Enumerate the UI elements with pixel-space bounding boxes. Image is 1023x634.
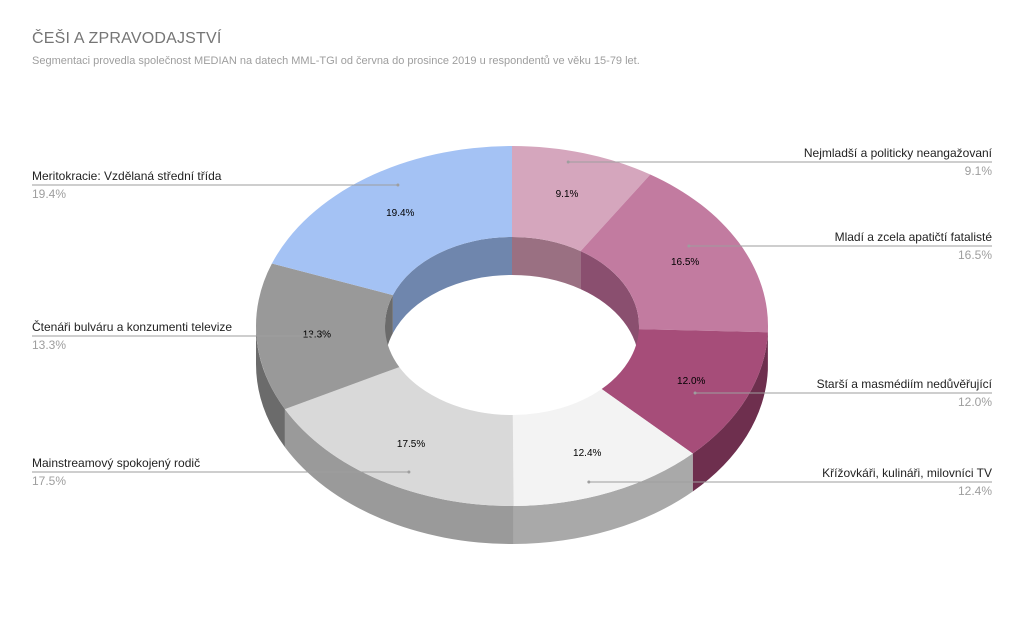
leader-dot <box>311 334 315 338</box>
slice-value-label: 13.3% <box>303 330 331 341</box>
legend-percent: 19.4% <box>32 187 66 201</box>
slice-value-label: 9.1% <box>556 189 579 200</box>
donut-slice <box>512 146 651 252</box>
legend-item: Mladí a zcela apatičtí fatalisté 16.5% <box>687 230 992 262</box>
leader-dot <box>396 183 400 187</box>
chart-subtitle: Segmentaci provedla společnost MEDIAN na… <box>32 55 640 67</box>
donut-slice <box>580 174 769 333</box>
outer-wall <box>284 409 514 545</box>
legend-item: Křížovkáři, kulináři, milovníci TV 12.4% <box>587 466 992 498</box>
legend-percent: 16.5% <box>958 248 992 262</box>
legend-label: Křížovkáři, kulináři, milovníci TV <box>822 466 992 480</box>
inner-wall-segment <box>580 251 639 364</box>
legend-label: Mainstreamový spokojený rodič <box>32 456 200 470</box>
legend-percent: 12.4% <box>958 484 992 498</box>
legend-item: Meritokracie: Vzdělaná střední třída 19.4… <box>32 169 400 201</box>
slice-value-label: 16.5% <box>671 257 699 268</box>
slice-value-label: 19.4% <box>386 208 414 219</box>
legend-percent: 17.5% <box>32 474 66 488</box>
donut-sides <box>256 237 769 545</box>
legend-label: Starší a masmédiím nedůvěřující <box>817 377 993 391</box>
leader-dot <box>587 480 591 484</box>
donut-slice <box>512 389 693 506</box>
leader-dot <box>693 391 697 395</box>
leader-dot <box>687 244 691 248</box>
legend-item: Nejmladší a politicky neangažovaní 9.1% <box>566 146 993 178</box>
inner-wall-segment <box>392 237 512 334</box>
slice-value-label: 17.5% <box>397 439 425 450</box>
chart-title: ČEŠI A ZPRAVODAJSTVÍ <box>32 30 222 47</box>
legend-item: Mainstreamový spokojený rodič 17.5% <box>32 456 411 488</box>
legend-label: Meritokracie: Vzdělaná střední třída <box>32 169 222 183</box>
outer-wall <box>513 453 693 544</box>
slice-labels: 9.1% 16.5% 12.0% 12.4% 17.5% 13.3% 19.4% <box>303 189 706 459</box>
donut-slice <box>284 367 514 507</box>
outer-wall <box>256 326 285 448</box>
legend-item: Čtenáři bulváru a konzumenti televize 13.… <box>32 319 315 352</box>
legend-label: Čtenáři bulváru a konzumenti televize <box>32 319 232 334</box>
donut-top <box>255 146 769 507</box>
legend-item: Starší a masmédiím nedůvěřující 12.0% <box>693 377 993 409</box>
legend: Nejmladší a politicky neangažovaní 9.1% Ml… <box>32 146 993 498</box>
legend-label: Nejmladší a politicky neangažovaní <box>804 146 993 160</box>
legend-label: Mladí a zcela apatičtí fatalisté <box>835 230 993 244</box>
outer-wall <box>692 332 768 492</box>
slice-value-label: 12.4% <box>573 448 601 459</box>
inner-wall-segment <box>512 237 581 290</box>
legend-percent: 9.1% <box>965 164 993 178</box>
legend-percent: 12.0% <box>958 395 992 409</box>
legend-percent: 13.3% <box>32 338 66 352</box>
donut-slice <box>255 263 400 410</box>
slice-value-label: 12.0% <box>677 376 705 387</box>
donut-slice <box>271 146 512 296</box>
leader-dot <box>566 160 570 164</box>
leader-dot <box>407 470 411 474</box>
donut-slice <box>601 329 768 454</box>
